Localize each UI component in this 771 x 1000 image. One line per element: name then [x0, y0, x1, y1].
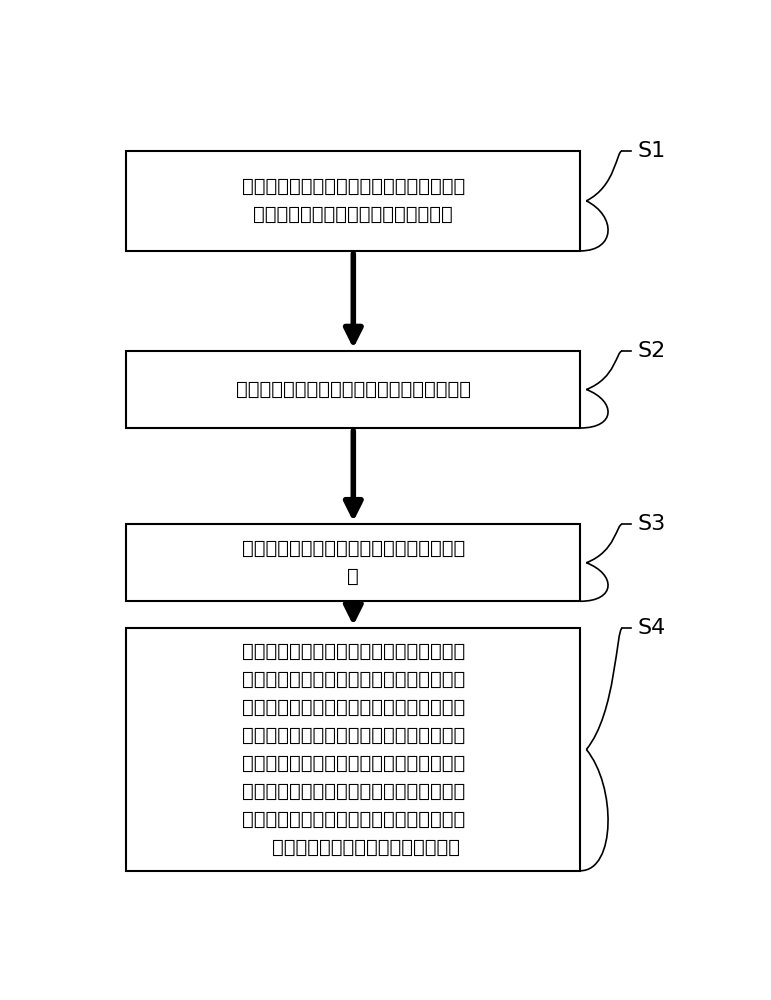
Text: S4: S4 [637, 618, 665, 638]
Bar [126, 151, 581, 251]
Text: S3: S3 [637, 514, 665, 534]
Text: 对摩擦副的动片上布置热电偶，并在距离动
片一定距离范围内设置红外光纤测温仪: 对摩擦副的动片上布置热电偶，并在距离动 片一定距离范围内设置红外光纤测温仪 [241, 177, 465, 224]
Text: S1: S1 [637, 141, 665, 161]
Text: 对所述热电偶和红外光纤测温仪进行动态标
定: 对所述热电偶和红外光纤测温仪进行动态标 定 [241, 539, 465, 586]
Bar [126, 524, 581, 601]
Text: S2: S2 [637, 341, 665, 361]
Bar [126, 351, 581, 428]
Bar [126, 628, 581, 871]
Text: 利用所述热电偶测量一定时间内，摩擦副的
动片与静片在摩擦过程在动片上预设离散点
产生的累积温度，同时在这段时间内每隔数
秒利用所述红外光纤测温仪测量摩擦副的动
: 利用所述热电偶测量一定时间内，摩擦副的 动片与静片在摩擦过程在动片上预设离散点 … [241, 642, 465, 857]
Text: 对所述热电偶和红外光纤测温仪进行静态标定: 对所述热电偶和红外光纤测温仪进行静态标定 [236, 380, 471, 399]
